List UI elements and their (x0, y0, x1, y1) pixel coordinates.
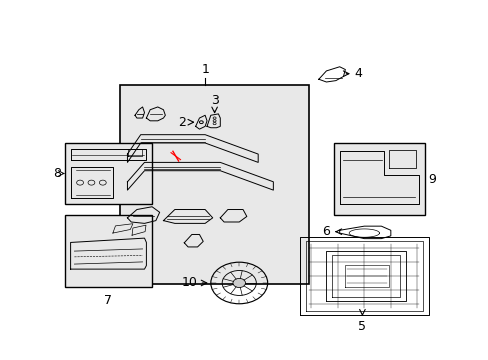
Bar (65, 215, 152, 287)
Text: 2: 2 (178, 116, 186, 129)
Bar (120, 85, 309, 284)
Circle shape (232, 278, 245, 288)
Text: 4: 4 (354, 67, 362, 80)
Text: 10: 10 (182, 276, 197, 289)
Text: 8: 8 (53, 167, 61, 180)
Text: 1: 1 (201, 63, 209, 76)
Text: 6: 6 (322, 225, 329, 238)
Bar (333, 143, 424, 215)
Text: 9: 9 (428, 172, 436, 185)
Bar (65, 143, 152, 204)
Text: 3: 3 (210, 94, 218, 107)
Text: 5: 5 (358, 320, 366, 333)
Text: 7: 7 (104, 294, 112, 307)
